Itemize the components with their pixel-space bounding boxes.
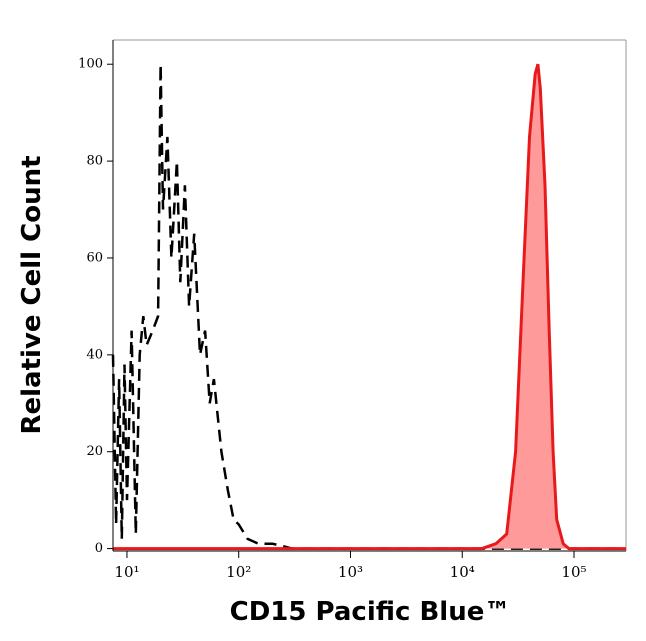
x-tick-label: 10⁴ [450,563,475,581]
y-tick-label: 100 [78,57,103,72]
line [111,64,626,550]
x-tick-label: 10⁵ [561,563,586,581]
x-tick-label: 10¹ [114,563,139,581]
y-tick-label: 0 [95,541,103,556]
y-tick-label: 40 [86,347,103,362]
y-axis-label: Relative Cell Count [17,155,47,434]
line [113,63,626,551]
x-axis-label: CD15 Pacific Blue™ [230,597,511,627]
y-tick-label: 60 [86,250,103,265]
x-tick-label: 10³ [338,563,363,581]
y-tick-label: 80 [86,154,103,169]
y-tick-label: 20 [86,444,103,459]
x-tick-label: 10² [226,563,251,581]
